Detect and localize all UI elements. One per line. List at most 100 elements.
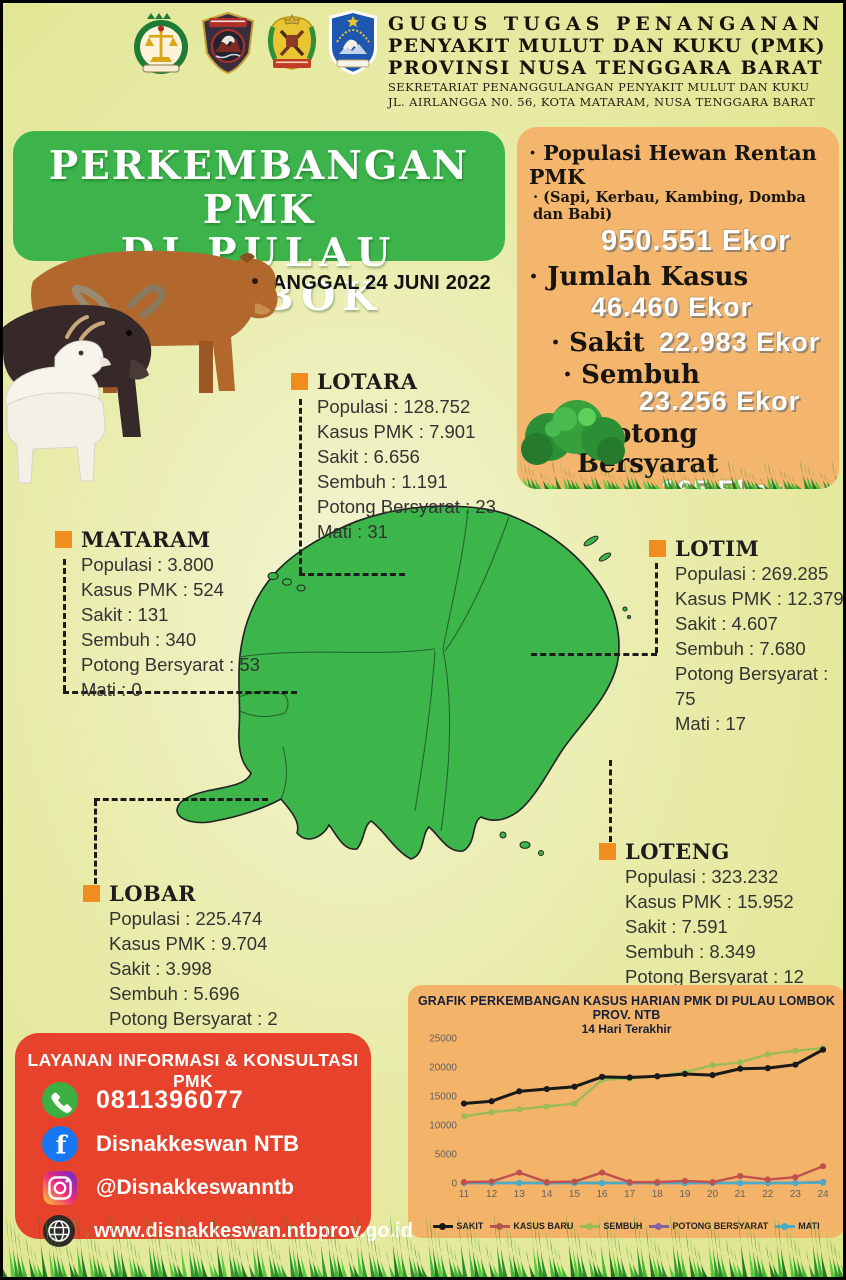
- chart-legend: SAKIT KASUS BARU SEMBUH POTONG BERSYARAT MAT…: [408, 1221, 843, 1231]
- region-stat: Populasi : 3.800: [81, 554, 214, 575]
- svg-text:14: 14: [541, 1189, 553, 1200]
- instagram-icon: [43, 1171, 77, 1205]
- region-marker: [83, 885, 100, 902]
- region-name: LOTIM: [675, 536, 760, 561]
- region-marker: [599, 843, 616, 860]
- legend-item: SEMBUH: [580, 1221, 642, 1231]
- svg-text:12: 12: [486, 1189, 498, 1200]
- svg-text:21: 21: [735, 1189, 747, 1200]
- region-stat: Populasi : 128.752: [317, 396, 471, 417]
- contact-box: LAYANAN INFORMASI & KONSULTASI PMK 08113…: [15, 1033, 413, 1247]
- summary-sakit-value: 22.983 Ekor: [659, 327, 821, 357]
- svg-text:13: 13: [514, 1189, 526, 1200]
- chart-subtitle: 14 Hari Terakhir: [581, 1022, 672, 1036]
- region-name: LOBAR: [109, 881, 197, 906]
- livestock-photo: [3, 241, 343, 496]
- contact-instagram: @Disnakkeswanntb: [96, 1176, 294, 1199]
- ntb-province-logo: [325, 8, 381, 83]
- gili-islands: [267, 535, 631, 856]
- org-name-line1: GUGUS TUGAS PENANGANAN: [388, 13, 825, 35]
- facebook-icon: f: [42, 1126, 78, 1162]
- legend-item: POTONG BERSYARAT: [649, 1221, 768, 1231]
- korem-logo: [261, 11, 323, 80]
- summary-kasus-label: Jumlah Kasus: [529, 262, 827, 292]
- phone-icon: [42, 1082, 78, 1118]
- region-stat: Kasus PMK : 7.901: [317, 421, 476, 442]
- region-stat: Potong Bersyarat : 75: [675, 663, 829, 709]
- summary-kasus-value: 46.460 Ekor: [591, 292, 753, 322]
- svg-text:15: 15: [569, 1189, 581, 1200]
- svg-text:15000: 15000: [429, 1092, 457, 1103]
- lombok-island-map: [173, 501, 648, 901]
- contact-website: www.disnakkeswan.ntbprov.go.id: [94, 1219, 413, 1242]
- chart-title: GRAFIK PERKEMBANGAN KASUS HARIAN PMK DI …: [417, 994, 835, 1022]
- legend-item: SAKIT: [433, 1221, 483, 1231]
- daily-cases-chart-box: GRAFIK PERKEMBANGAN KASUS HARIAN PMK DI …: [408, 985, 843, 1238]
- summary-sembuh-label: Sembuh: [563, 360, 827, 390]
- svg-text:10000: 10000: [429, 1121, 457, 1132]
- region-stat: Sembuh : 1.191: [317, 471, 448, 492]
- region-stat: Mati : 31: [317, 521, 388, 542]
- goat-silhouette: [5, 315, 111, 484]
- region-stat: Sakit : 7.591: [625, 916, 728, 937]
- summary-grass-fringe: [517, 460, 839, 489]
- contact-facebook-row[interactable]: f Disnakkeswan NTB: [41, 1125, 299, 1163]
- org-name-line2: PENYAKIT MULUT DAN KUKU (PMK): [388, 35, 826, 57]
- region-name: LOTENG: [625, 839, 730, 864]
- region-marker: [291, 373, 308, 390]
- region-marker: [55, 531, 72, 548]
- org-subtitle-line2: JL. AIRLANGGA N0. 56, KOTA MATARAM, NUSA…: [388, 95, 816, 109]
- polda-ntb-logo: [199, 11, 257, 80]
- header-text: GUGUS TUGAS PENANGANAN PENYAKIT MULUT DA…: [388, 13, 840, 109]
- region-stat: Potong Bersyarat : 53: [81, 654, 260, 675]
- contact-website-row[interactable]: www.disnakkeswan.ntbprov.go.id: [41, 1213, 413, 1249]
- region-stat: Sakit : 131: [81, 604, 169, 625]
- svg-text:19: 19: [679, 1189, 691, 1200]
- svg-text:25000: 25000: [429, 1034, 457, 1045]
- line-chart-plot: 0 5000 10000 15000 20000 25000 11 12 13 14 15 16 17 1…: [429, 1034, 829, 1201]
- region-stat: Kasus PMK : 12.379: [675, 588, 844, 609]
- contact-phone: 0811396077: [96, 1085, 244, 1114]
- legend-item: KASUS BARU: [490, 1221, 573, 1231]
- summary-populasi-sublabel: (Sapi, Kerbau, Kambing, Domba dan Babi): [533, 189, 827, 223]
- region-stat: Potong Bersyarat : 23: [317, 496, 496, 517]
- contact-instagram-row[interactable]: @Disnakkeswanntb: [41, 1169, 294, 1207]
- svg-text:20000: 20000: [429, 1063, 457, 1074]
- summary-stats-box: Populasi Hewan Rentan PMK (Sapi, Kerbau,…: [517, 127, 839, 489]
- lotara-connector-h: [299, 573, 405, 576]
- region-box-lobar: LOBAR Populasi : 225.474 Kasus PMK : 9.7…: [83, 881, 317, 1056]
- grass-footer: [3, 1212, 843, 1277]
- region-stat: Sakit : 3.998: [109, 958, 212, 979]
- lobar-connector-h: [94, 798, 268, 801]
- region-stat: Populasi : 323.232: [625, 866, 779, 887]
- contact-phone-row[interactable]: 0811396077: [41, 1081, 244, 1119]
- svg-text:0: 0: [451, 1179, 457, 1190]
- svg-text:16: 16: [597, 1189, 609, 1200]
- region-stat: Sembuh : 5.696: [109, 983, 240, 1004]
- svg-text:18: 18: [652, 1189, 664, 1200]
- region-stat: Potong Bersyarat : 2: [109, 1008, 278, 1029]
- summary-populasi-value: 950.551 Ekor: [601, 225, 791, 257]
- region-stat: Kasus PMK : 9.704: [109, 933, 268, 954]
- summary-sembuh-value: 23.256 Ekor: [639, 386, 801, 416]
- lobar-connector-v: [94, 800, 97, 884]
- globe-icon: [43, 1215, 75, 1247]
- svg-text:f: f: [56, 1130, 69, 1160]
- legend-item: MATI: [775, 1221, 820, 1231]
- org-subtitle-line1: SEKRETARIAT PENANGGULANGAN PENYAKIT MULU…: [388, 80, 810, 94]
- region-name: MATARAM: [81, 527, 211, 552]
- region-stat: Populasi : 269.285: [675, 563, 829, 584]
- lotara-connector-v: [299, 399, 302, 573]
- svg-text:24: 24: [817, 1189, 829, 1200]
- svg-text:20: 20: [707, 1189, 719, 1200]
- region-stat: Populasi : 225.474: [109, 908, 263, 929]
- region-stat: Sembuh : 7.680: [675, 638, 806, 659]
- lotim-connector-h: [531, 653, 657, 656]
- region-box-lotara: LOTARA Populasi : 128.752 Kasus PMK : 7.…: [291, 369, 505, 544]
- mataram-connector-h: [63, 691, 297, 694]
- summary-sakit-label: Sakit: [551, 328, 645, 358]
- svg-text:5000: 5000: [435, 1150, 458, 1161]
- region-box-lotim: LOTIM Populasi : 269.285 Kasus PMK : 12.…: [649, 536, 844, 736]
- region-stat: Kasus PMK : 524: [81, 579, 224, 600]
